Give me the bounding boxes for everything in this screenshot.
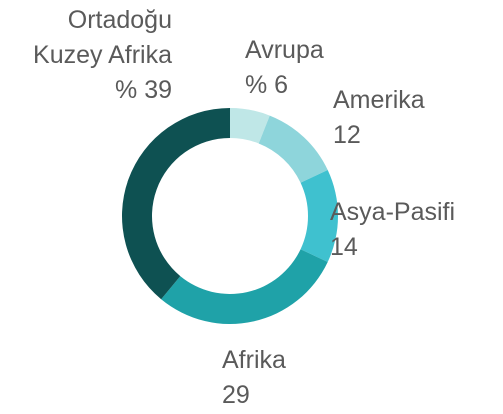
value-label: % 39 <box>115 76 172 104</box>
segment-label: Ortadoğu Kuzey Afrika % 39 <box>0 3 172 108</box>
segment-label: Amerika 12 <box>333 83 425 153</box>
segment-label: Avrupa % 6 <box>245 33 324 103</box>
category-label: Amerika <box>333 86 425 114</box>
segment-label: Asya-Pasifi 14 <box>330 195 455 265</box>
donut-segment <box>300 170 338 262</box>
value-label: % 6 <box>245 71 289 99</box>
category-label: Afrika <box>222 346 286 374</box>
value-label: 29 <box>222 381 250 409</box>
donut-segment <box>258 115 328 183</box>
category-label: Ortadoğu Kuzey Afrika <box>33 6 172 69</box>
donut-segment <box>161 249 328 324</box>
donut-segment <box>121 108 230 300</box>
category-label: Avrupa <box>245 36 324 64</box>
value-label: 12 <box>333 121 361 149</box>
donut-segment <box>230 108 270 144</box>
value-label: 14 <box>330 233 358 261</box>
segment-label: Afrika 29 <box>222 343 286 413</box>
category-label: Asya-Pasifi <box>330 198 456 226</box>
